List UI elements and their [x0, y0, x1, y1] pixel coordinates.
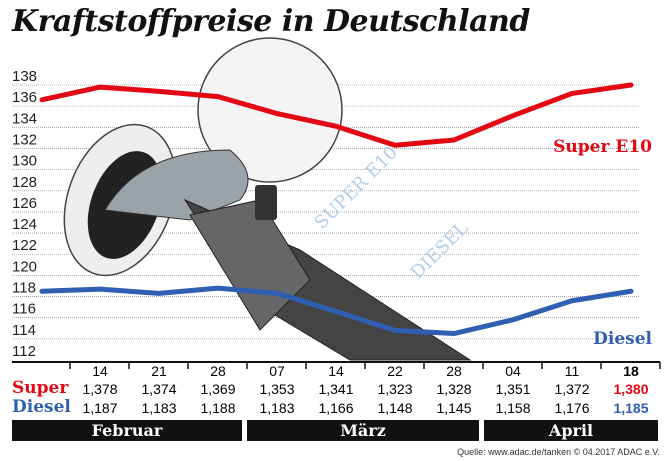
watermark-diesel: DIESEL [407, 218, 473, 284]
month-maerz: März [247, 420, 479, 441]
y-tick-label: 134 [12, 110, 37, 127]
data-label: 1,183 [141, 400, 177, 416]
data-label: 1,374 [141, 381, 177, 397]
source-note: Quelle: www.adac.de/tanken © 04.2017 ADA… [457, 447, 660, 457]
data-label: 1,187 [82, 400, 118, 416]
y-tick-label: 126 [12, 195, 37, 212]
x-tick-label: 21 [151, 363, 167, 379]
series-line-diesel [39, 285, 634, 337]
y-tick-label: 138 [12, 68, 37, 85]
y-tick-label: 112 [12, 343, 36, 360]
data-label: 1,185 [613, 400, 649, 416]
data-label: 1,328 [436, 381, 472, 397]
data-label: 1,369 [200, 381, 236, 397]
y-tick-label: 116 [12, 301, 36, 318]
y-tick-label: 130 [12, 153, 37, 170]
data-label: 1,378 [82, 381, 118, 397]
data-label: 1,188 [200, 400, 236, 416]
data-label: 1,166 [318, 400, 354, 416]
month-februar: Februar [12, 420, 242, 441]
x-tick-label: 04 [505, 363, 521, 379]
data-label: 1,351 [495, 381, 531, 397]
data-label: 1,148 [377, 400, 413, 416]
data-label: 1,183 [259, 400, 295, 416]
x-tick-label: 22 [387, 363, 403, 379]
x-tick-label: 14 [328, 363, 344, 379]
data-label: 1,158 [495, 400, 531, 416]
data-label: 1,176 [554, 400, 590, 416]
legend-diesel: Diesel [593, 329, 652, 349]
fuel-pump-illustration [63, 37, 472, 361]
data-label: 1,372 [554, 381, 590, 397]
y-tick-label: 118 [12, 280, 36, 297]
x-tick-label: 14 [92, 363, 108, 379]
month-april: April [484, 420, 658, 441]
data-label: 1,341 [318, 381, 354, 397]
digit-watermark: SUPER E10 DIESEL [311, 142, 473, 283]
y-tick-label: 136 [12, 89, 37, 106]
data-label: 1,323 [377, 381, 413, 397]
x-tick-label: 11 [564, 363, 580, 379]
row-label-super: Super [12, 378, 69, 398]
data-label: 1,380 [613, 381, 649, 397]
y-tick-label: 120 [12, 258, 37, 275]
series-line-super-e10 [39, 82, 634, 148]
y-tick-label: 122 [12, 237, 37, 254]
x-tick-label: 07 [269, 363, 285, 379]
x-tick-label: 28 [210, 363, 226, 379]
x-tick-label: 18 [623, 363, 639, 379]
y-tick-label: 128 [12, 174, 37, 191]
x-tick-label: 28 [446, 363, 462, 379]
y-tick-label: 132 [12, 131, 37, 148]
chart-title: Kraftstoffpreise in Deutschland [12, 4, 530, 39]
data-label: 1,145 [436, 400, 472, 416]
legend-super-e10: Super E10 [553, 137, 652, 157]
data-label: 1,353 [259, 381, 295, 397]
y-tick-label: 124 [12, 216, 37, 233]
y-tick-label: 114 [12, 322, 36, 339]
row-label-diesel: Diesel [12, 397, 71, 417]
